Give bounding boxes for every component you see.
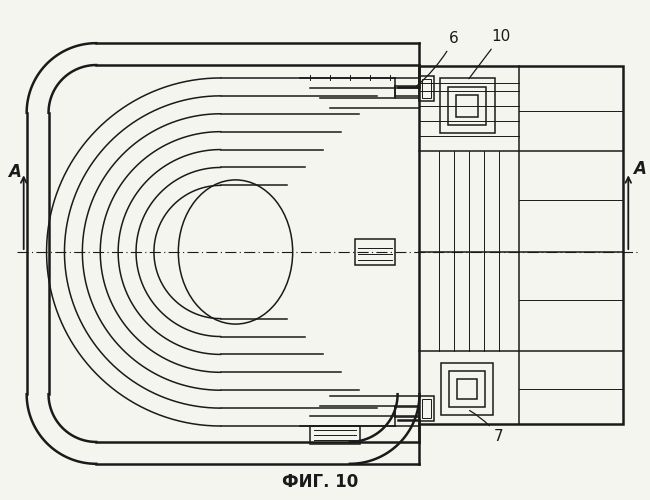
Bar — [419, 396, 434, 421]
Bar — [457, 380, 477, 399]
Bar — [449, 372, 485, 407]
Bar — [422, 399, 432, 418]
Text: А: А — [633, 160, 645, 178]
Text: 7: 7 — [469, 410, 504, 444]
Bar — [440, 78, 495, 133]
Bar — [448, 87, 486, 124]
Ellipse shape — [178, 180, 292, 324]
Bar — [456, 95, 478, 116]
Text: ФИГ. 10: ФИГ. 10 — [282, 472, 358, 490]
Bar — [419, 66, 623, 424]
Bar — [310, 426, 360, 444]
Text: 10: 10 — [469, 29, 510, 78]
Bar — [422, 79, 432, 98]
Bar — [419, 76, 434, 101]
Text: 6: 6 — [417, 31, 459, 86]
Bar — [355, 239, 395, 265]
Bar — [441, 364, 493, 415]
Text: А: А — [8, 164, 21, 182]
